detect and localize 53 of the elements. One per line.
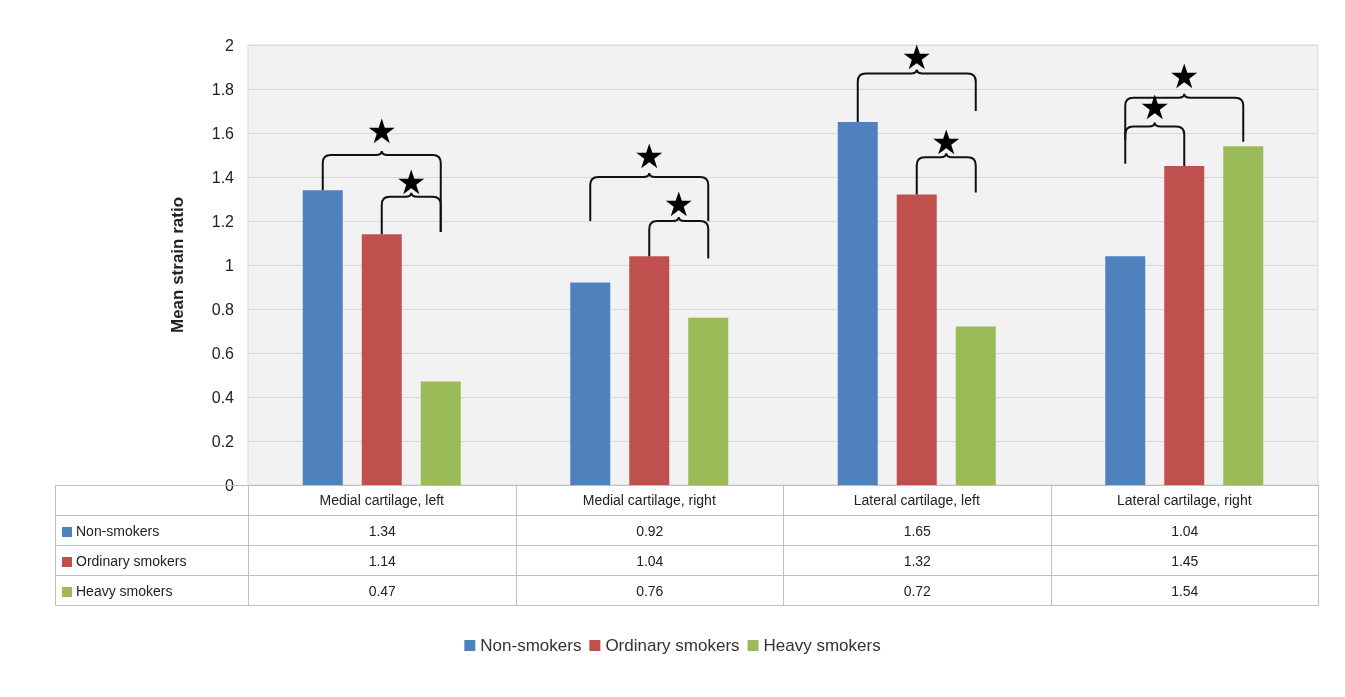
data-label: 0.76 xyxy=(516,575,784,606)
y-tick-label: 0.2 xyxy=(211,432,235,450)
data-label: 0.92 xyxy=(516,515,784,546)
y-tick-label: 1 xyxy=(225,256,235,274)
annotation: ★ xyxy=(1139,87,1170,128)
annotation: ★ xyxy=(901,36,932,77)
y-tick-label: 0.6 xyxy=(211,344,235,362)
bar xyxy=(302,190,343,485)
x-tick-label: Lateral cartilage, left xyxy=(853,492,980,508)
data-label: 0.47 xyxy=(248,575,516,606)
annotation: ★ xyxy=(396,162,427,202)
y-tick-label: 1.2 xyxy=(211,212,235,230)
y-axis-title: Mean strain ratio xyxy=(168,196,187,334)
legend-label: Heavy smokers xyxy=(763,636,881,655)
data-label: 0.72 xyxy=(783,575,1051,606)
bar xyxy=(1164,166,1205,485)
text: Heavy smokers xyxy=(76,582,173,599)
bar xyxy=(361,234,402,485)
bar xyxy=(1223,146,1264,485)
data-label: 1.54 xyxy=(1051,575,1319,606)
y-tick-label: 1.4 xyxy=(211,168,235,186)
bar xyxy=(420,381,461,485)
x-tick-label: Lateral cartilage, right xyxy=(1116,492,1252,508)
annotation: ★ xyxy=(366,111,397,152)
bar xyxy=(896,194,937,485)
bar xyxy=(570,282,611,485)
data-label: 1.04 xyxy=(516,545,784,576)
bar xyxy=(688,317,729,485)
data-label: 1.65 xyxy=(783,515,1051,546)
annotation: ★ xyxy=(634,135,665,176)
y-tick-label: 0.8 xyxy=(211,300,235,318)
text: Non-smokers xyxy=(480,636,582,655)
bar xyxy=(629,256,670,485)
y-tick-label: 1.6 xyxy=(211,124,235,142)
legend-label: Ordinary smokers xyxy=(605,636,740,655)
legend-label: Non-smokers xyxy=(55,515,249,546)
y-tick-label: 2 xyxy=(225,36,235,54)
bar xyxy=(837,122,878,485)
annotation: ★ xyxy=(663,184,694,224)
x-tick-label: Medial cartilage, right xyxy=(582,492,716,508)
y-tick-label: 1.8 xyxy=(211,80,235,98)
data-label: 1.34 xyxy=(248,515,516,546)
data-label: 1.32 xyxy=(783,545,1051,576)
text: Ordinary smokers xyxy=(76,552,187,569)
data-label: 1.45 xyxy=(1051,545,1319,576)
x-tick-label: Medial cartilage, left xyxy=(319,492,445,508)
annotation: ★ xyxy=(1169,56,1200,97)
y-tick-label: 0.4 xyxy=(211,388,235,406)
data-label: 1.04 xyxy=(1051,515,1319,546)
bar xyxy=(1105,256,1146,485)
annotation: ★ xyxy=(931,122,962,163)
bar xyxy=(955,326,996,485)
data-label: 1.14 xyxy=(248,545,516,576)
